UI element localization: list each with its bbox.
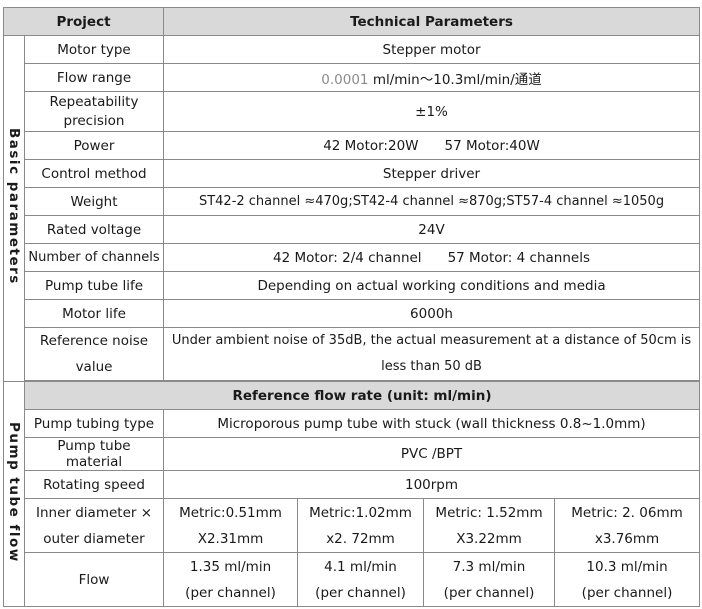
flow-cell: 4.1 ml/min (per channel) [297,552,425,607]
table-row: Control method Stepper driver [4,159,701,188]
table-row: Motor life 6000h [4,299,701,328]
table-header-row: Project Technical Parameters [2,7,701,36]
row-label-rotating-speed: Rotating speed [23,470,165,499]
row-label-pump-tube-material: Pump tube material [23,437,165,471]
value-line: x3.76mm [594,530,660,547]
table-row: Rated voltage 24V [4,215,701,244]
row-label-motor-life: Motor life [23,299,165,328]
label-line: value [75,359,113,375]
row-label-repeatability: Repeatability precision [23,91,165,132]
group-label: Basic parameters [6,128,22,285]
value-line: 10.3 ml/min [586,558,668,575]
header-project: Project [2,7,165,36]
row-value-rotating-speed: 100rpm [163,470,701,499]
label-line: Inner diameter × [35,504,153,521]
table-row: Pump tube life Depending on actual worki… [4,271,701,300]
channels-57: 57 Motor: 4 channels [447,249,590,266]
flow-cell: 7.3 ml/min (per channel) [423,552,556,607]
diameter-cell: Metric: 1.52mm X3.22mm [423,498,556,553]
row-label-number-of-channels: Number of channels [23,243,165,272]
row-value-flow-range: 0.0001 ml/min～10.3ml/min/通道 [163,63,701,92]
value-line: (per channel) [443,584,535,601]
table-row: Basic parameters Motor type Stepper moto… [3,35,701,382]
row-value-number-of-channels: 42 Motor: 2/4 channel 57 Motor: 4 channel… [163,243,701,272]
row-value-control-method: Stepper driver [163,159,701,188]
row-value-pump-tubing-type: Microporous pump tube with stuck (wall t… [163,409,701,438]
channels-42: 42 Motor: 2/4 channel [273,249,422,266]
row-label-control-method: Control method [23,159,165,188]
row-label-rated-voltage: Rated voltage [23,215,165,244]
label-line: Reference noise [39,333,149,349]
row-value-pump-tube-life: Depending on actual working conditions a… [163,271,701,300]
row-value-motor-type: Stepper motor [163,35,701,64]
value-line: less than 50 dB [381,359,482,374]
table-row: Rotating speed 100rpm [4,470,701,499]
value-line: Metric:0.51mm [179,504,282,521]
flow-range-rest: ml/min～10.3ml/min/通道 [368,71,542,88]
group-label: Pump tube flow [6,421,22,563]
row-value-weight: ST42-2 channel ≈470g;ST42-4 channel ≈870… [163,187,701,216]
table-row: Reference noise value Under ambient noise… [4,327,701,381]
value-line: Metric:1.02mm [309,504,412,521]
value-line: (per channel) [581,584,673,601]
value-line: (per channel) [185,584,276,601]
value-line: X3.22mm [456,530,522,547]
table-row: Inner diameter × outer diameter Metric:0.… [4,498,701,553]
row-label-diameter: Inner diameter × outer diameter [23,498,165,553]
value-line: x2. 72mm [326,530,395,547]
spec-table: Project Technical Parameters Basic param… [2,7,701,607]
label-line: Repeatability [49,93,139,110]
diameter-cell: Metric: 2. 06mm x3.76mm [554,498,701,553]
row-label-pump-tube-life: Pump tube life [23,271,165,300]
row-label-flow: Flow [23,552,165,607]
value-line: Under ambient noise of 35dB, the actual … [171,333,692,348]
row-label-pump-tubing-type: Pump tubing type [23,409,165,438]
row-label-weight: Weight [23,187,165,216]
row-label-reference-noise: Reference noise value [23,327,165,381]
value-line: 7.3 ml/min [452,558,526,575]
row-label-flow-range: Flow range [23,63,165,92]
section-title-reference-flow: Reference flow rate (unit: ml/min) [23,381,701,410]
table-row: Number of channels 42 Motor: 2/4 channel… [4,243,701,272]
row-value-rated-voltage: 24V [163,215,701,244]
row-value-reference-noise: Under ambient noise of 35dB, the actual … [163,327,701,381]
header-technical-parameters: Technical Parameters [163,7,701,36]
row-value-power: 42 Motor:20W 57 Motor:40W [163,131,701,160]
flow-range-min: 0.0001 [321,71,369,88]
table-row: Pump tube flow Reference flow rate (unit… [3,381,701,607]
power-57: 57 Motor:40W [444,137,540,154]
power-42: 42 Motor:20W [323,137,419,154]
row-label-motor-type: Motor type [23,35,165,64]
group-pump-tube-flow: Pump tube flow [3,381,25,607]
label-line: outer diameter [43,530,145,547]
row-label-power: Power [23,131,165,160]
table-row: Power 42 Motor:20W 57 Motor:40W [4,131,701,160]
value-line: 4.1 ml/min [324,558,397,575]
table-row: Weight ST42-2 channel ≈470g;ST42-4 chann… [4,187,701,216]
table-row: Pump tube material PVC /BPT [4,437,701,471]
label-line: precision [63,112,125,129]
flow-cell: 1.35 ml/min (per channel) [163,552,299,607]
diameter-cell: Metric:1.02mm x2. 72mm [297,498,425,553]
value-line: 1.35 ml/min [189,558,272,575]
row-value-pump-tube-material: PVC /BPT [163,437,701,471]
row-value-motor-life: 6000h [163,299,701,328]
flow-cell: 10.3 ml/min (per channel) [554,552,701,607]
table-row: Flow range 0.0001 ml/min～10.3ml/min/通道 [4,63,701,92]
table-row: Pump tubing type Microporous pump tube w… [4,409,701,438]
table-row: Flow 1.35 ml/min (per channel) 4.1 ml/min… [4,552,701,607]
diameter-cell: Metric:0.51mm X2.31mm [163,498,299,553]
value-line: Metric: 2. 06mm [571,504,683,521]
row-value-repeatability: ±1% [163,91,701,132]
table-row: Repeatability precision ±1% [4,91,701,132]
value-line: Metric: 1.52mm [435,504,543,521]
group-basic-parameters: Basic parameters [3,35,25,382]
value-line: X2.31mm [197,530,264,547]
value-line: (per channel) [315,584,406,601]
